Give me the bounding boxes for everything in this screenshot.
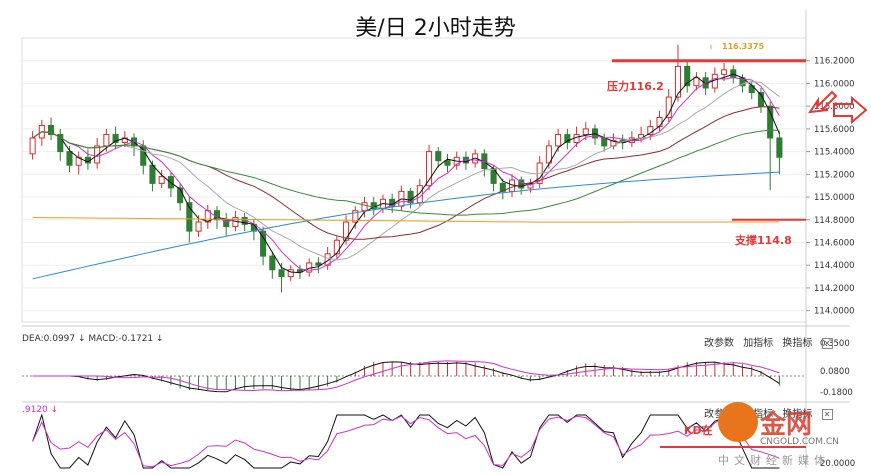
y-tick-label: 115.2000 <box>814 170 855 180</box>
candle-body <box>693 77 700 87</box>
candle-body <box>278 269 285 278</box>
watermark-url: CNGOLD.COM.CN <box>760 437 839 447</box>
kd-tick-label: 20.0000 <box>820 459 855 469</box>
candle-body <box>195 221 202 232</box>
candle-body <box>112 134 119 144</box>
change-params-button[interactable]: 改参数 <box>704 338 734 349</box>
macd-toolbar: 改参数 加指标 换指标 ✕ <box>704 334 839 349</box>
ma-line-orange <box>32 217 780 223</box>
candle-body <box>767 105 774 139</box>
candle-body <box>287 269 294 278</box>
candle-body <box>66 151 73 166</box>
macd-line <box>32 361 780 393</box>
candle-body <box>656 117 663 128</box>
candle-body <box>582 128 589 136</box>
support-label: 支撑114.8 <box>734 233 792 247</box>
dea-line <box>32 360 780 392</box>
candle-body <box>776 137 783 158</box>
candle-body <box>94 145 101 164</box>
candle-body <box>48 124 55 136</box>
right-arrow-icon <box>833 95 868 125</box>
ma-line-black <box>32 73 780 274</box>
ma-line-green <box>32 129 780 216</box>
candle-body <box>407 190 414 204</box>
candle-body <box>29 137 36 155</box>
ma-line-gray <box>32 80 780 261</box>
add-indicator-button[interactable]: 加指标 <box>743 409 774 420</box>
candle-body <box>149 164 156 184</box>
candle-body <box>564 134 571 144</box>
chart-title: 美/日 2小时走势 <box>355 16 516 41</box>
ma-line-magenta <box>32 76 780 271</box>
kd-label: .9120 ↓ <box>22 405 59 415</box>
switch-indicator-button[interactable]: 换指标 <box>782 409 813 420</box>
macd-tick-label: -0.1800 <box>820 388 853 398</box>
candle-body <box>177 187 184 204</box>
watermark-logo <box>718 402 758 442</box>
candle-body <box>684 65 691 87</box>
candle-body <box>601 137 608 147</box>
candle-body <box>573 134 580 144</box>
resistance-label: 压力116.2 <box>607 79 664 93</box>
candle-body <box>361 202 368 212</box>
y-tick-label: 115.6000 <box>814 125 855 135</box>
candle-body <box>370 202 377 209</box>
high-label: 116.3375 <box>722 42 764 51</box>
close-icon[interactable]: ✕ <box>821 409 833 420</box>
candle-body <box>426 151 433 187</box>
y-tick-label: 114.6000 <box>814 238 855 248</box>
close-icon[interactable]: ✕ <box>821 338 833 349</box>
d-line <box>32 415 780 468</box>
candle-body <box>721 69 728 75</box>
candle-body <box>343 221 350 241</box>
candle-body <box>103 134 110 147</box>
up-arrow-icon <box>807 90 838 114</box>
y-tick-label: 114.0000 <box>814 307 855 317</box>
add-indicator-button[interactable]: 加指标 <box>743 338 774 349</box>
candle-body <box>555 134 562 147</box>
candle-body <box>75 156 82 166</box>
candle-body <box>545 145 552 164</box>
candle-body <box>435 151 442 162</box>
candle-body <box>444 160 451 166</box>
candle-body <box>186 202 193 232</box>
kd-annotation-label: KD在 <box>684 423 713 437</box>
candle-body <box>269 255 276 271</box>
macd-tick-label: 0.3500 <box>820 339 850 349</box>
candle-body <box>674 65 682 98</box>
y-tick-label: 114.2000 <box>814 284 855 294</box>
y-tick-label: 114.8000 <box>814 216 855 226</box>
candle-body <box>315 262 322 266</box>
candle-body <box>333 239 340 255</box>
candle-body <box>296 269 304 273</box>
candle-body <box>352 210 359 223</box>
macd-tick-label: 0.0800 <box>820 367 850 377</box>
y-tick-label: 116.2000 <box>814 57 855 67</box>
switch-indicator-button[interactable]: 换指标 <box>782 338 813 349</box>
k-line <box>32 413 780 469</box>
watermark-subtitle: 中文财经新媒体 <box>718 454 830 467</box>
candle-body <box>158 176 165 184</box>
y-tick-label: 115.0000 <box>814 193 855 203</box>
y-tick-label: 115.4000 <box>814 148 855 158</box>
ma-line-blue <box>32 171 780 280</box>
y-tick-label: 114.4000 <box>814 261 855 271</box>
candle-body <box>57 134 64 153</box>
y-tick-label: 116.0000 <box>814 79 855 89</box>
watermark-brand: 金网 <box>760 410 813 440</box>
macd-label: DEA:0.0997 ↓ MACD:-0.1721 ↓ <box>22 334 164 344</box>
